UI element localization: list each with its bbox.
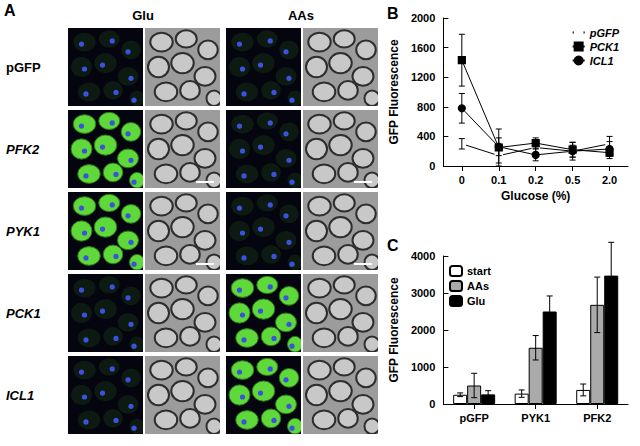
svg-text:PFK2: PFK2 — [6, 142, 40, 157]
svg-text:PCK1: PCK1 — [590, 41, 619, 53]
svg-text:4000: 4000 — [411, 250, 435, 262]
svg-text:pGFP: pGFP — [6, 60, 41, 75]
svg-text:0.1: 0.1 — [491, 174, 506, 186]
svg-text:0: 0 — [429, 160, 435, 172]
svg-text:0.2: 0.2 — [528, 174, 543, 186]
svg-text:0.5: 0.5 — [565, 174, 580, 186]
svg-text:start: start — [467, 265, 491, 277]
svg-text:ICL1: ICL1 — [6, 388, 34, 403]
svg-text:pGFP: pGFP — [589, 27, 620, 39]
svg-text:PYK1: PYK1 — [521, 412, 550, 424]
svg-text:PCK1: PCK1 — [6, 306, 41, 321]
svg-text:PYK1: PYK1 — [6, 224, 40, 239]
svg-text:0: 0 — [429, 398, 435, 410]
svg-text:Glu: Glu — [132, 8, 154, 23]
svg-text:1600: 1600 — [411, 42, 435, 54]
svg-text:800: 800 — [417, 101, 435, 113]
svg-text:0: 0 — [459, 174, 465, 186]
svg-text:2.0: 2.0 — [602, 174, 617, 186]
svg-text:1200: 1200 — [411, 71, 435, 83]
svg-text:B: B — [387, 5, 399, 22]
svg-text:C: C — [387, 237, 399, 254]
svg-text:Glucose (%): Glucose (%) — [501, 189, 570, 203]
svg-text:ICL1: ICL1 — [590, 55, 614, 67]
svg-text:1000: 1000 — [411, 361, 435, 373]
svg-text:PFK2: PFK2 — [583, 412, 611, 424]
svg-text:A: A — [4, 2, 16, 19]
svg-text:Glu: Glu — [467, 295, 485, 307]
svg-text:3000: 3000 — [411, 287, 435, 299]
svg-text:GFP Fluorescence: GFP Fluorescence — [387, 39, 401, 144]
svg-text:AAs: AAs — [288, 8, 314, 23]
svg-text:GFP Fluorescence: GFP Fluorescence — [387, 277, 401, 382]
svg-text:AAs: AAs — [467, 280, 489, 292]
svg-text:2000: 2000 — [411, 324, 435, 336]
svg-text:400: 400 — [417, 130, 435, 142]
svg-text:pGFP: pGFP — [459, 412, 488, 424]
svg-text:2000: 2000 — [411, 12, 435, 24]
